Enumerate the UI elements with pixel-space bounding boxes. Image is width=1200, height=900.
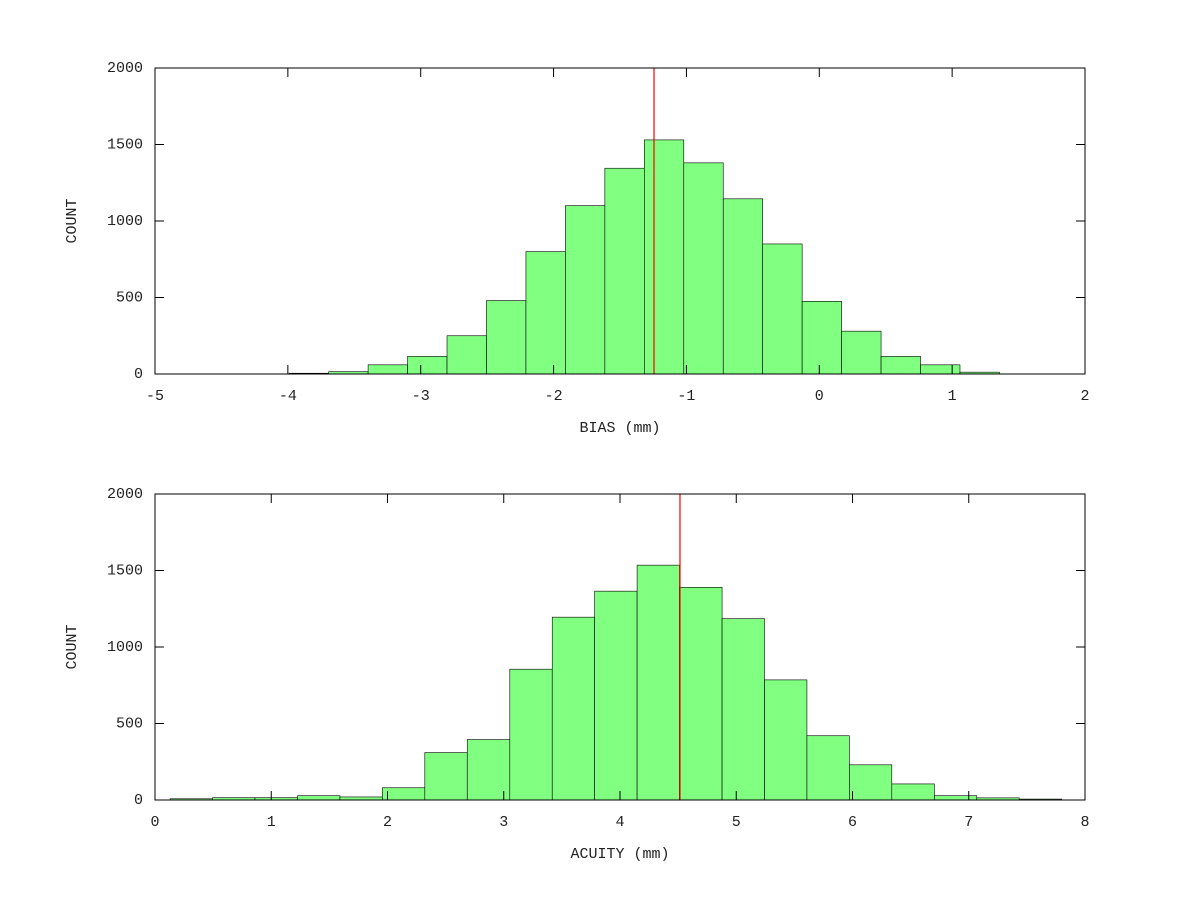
bar — [446, 335, 487, 375]
bar — [849, 764, 893, 801]
x-axis-label: BIAS (mm) — [579, 420, 660, 437]
x-tick-label: 0 — [150, 814, 159, 831]
x-tick-label: 7 — [964, 814, 973, 831]
x-tick-label: -2 — [545, 388, 563, 405]
x-tick-label: 0 — [815, 388, 824, 405]
bar — [644, 139, 685, 375]
y-tick-label: 0 — [134, 792, 143, 809]
bar — [762, 243, 803, 375]
x-tick-label: 6 — [848, 814, 857, 831]
x-tick-label: -5 — [146, 388, 164, 405]
y-tick-label: 500 — [116, 715, 143, 732]
bar — [509, 668, 553, 801]
bar — [679, 587, 723, 801]
x-tick-label: 2 — [383, 814, 392, 831]
bar — [721, 618, 765, 801]
y-tick-label: 0 — [134, 366, 143, 383]
bar — [424, 752, 468, 801]
bar — [525, 251, 566, 375]
bar — [891, 783, 935, 801]
bar — [806, 735, 850, 801]
bar — [551, 616, 595, 801]
bar — [565, 205, 606, 375]
x-tick-label: 1 — [948, 388, 957, 405]
x-tick-label: 8 — [1080, 814, 1089, 831]
bar — [934, 795, 978, 801]
bar — [920, 364, 961, 375]
bar — [466, 739, 511, 801]
bar — [636, 564, 680, 801]
x-axis-label: ACUITY (mm) — [570, 846, 669, 863]
bar — [683, 162, 724, 375]
y-tick-label: 2000 — [107, 486, 143, 503]
y-tick-label: 1500 — [107, 562, 143, 579]
y-tick-label: 1000 — [107, 639, 143, 656]
x-tick-label: 3 — [499, 814, 508, 831]
x-tick-label: -1 — [677, 388, 695, 405]
y-tick-label: 2000 — [107, 60, 143, 77]
bar — [841, 330, 882, 375]
bar — [486, 300, 527, 375]
x-tick-label: 4 — [615, 814, 624, 831]
bar — [801, 301, 842, 375]
x-tick-label: 1 — [267, 814, 276, 831]
bar — [594, 590, 638, 801]
y-axis-label: COUNT — [64, 198, 81, 243]
bar — [880, 356, 921, 375]
bar — [407, 356, 448, 375]
x-tick-label: -3 — [412, 388, 430, 405]
x-tick-label: 2 — [1080, 388, 1089, 405]
y-tick-label: 1500 — [107, 136, 143, 153]
bar — [382, 787, 426, 801]
x-tick-label: -4 — [279, 388, 297, 405]
y-tick-label: 1000 — [107, 213, 143, 230]
bar — [764, 679, 808, 801]
y-axis-label: COUNT — [64, 624, 81, 669]
bar — [604, 167, 645, 375]
bar — [722, 198, 763, 375]
bar — [367, 364, 408, 375]
y-tick-label: 500 — [116, 289, 143, 306]
bar — [297, 795, 341, 801]
x-tick-label: 5 — [732, 814, 741, 831]
